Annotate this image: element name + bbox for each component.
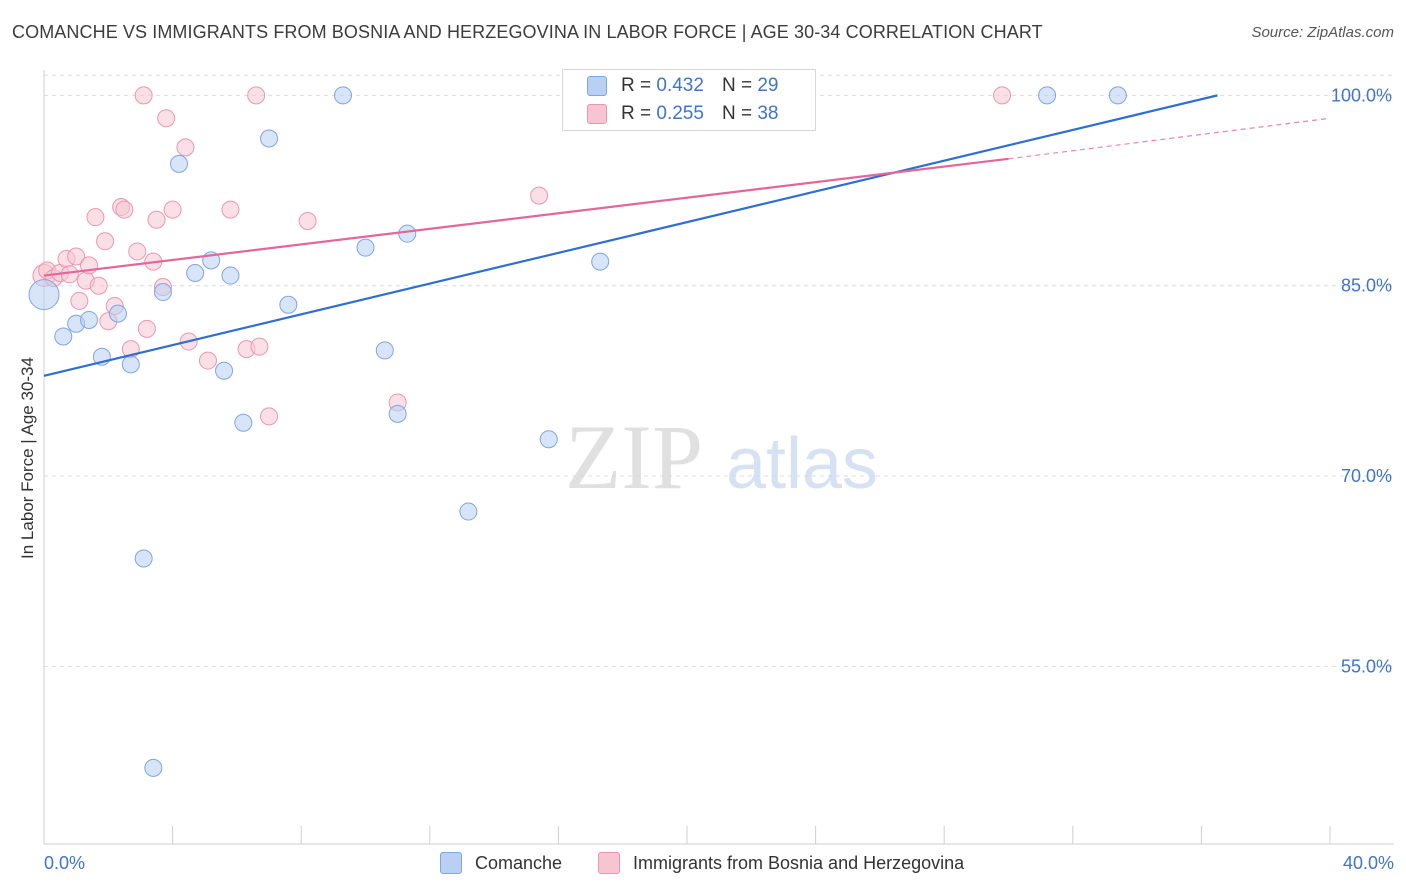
legend-item-comanche[interactable]: Comanche bbox=[440, 852, 562, 874]
bosnia-point bbox=[60, 265, 79, 284]
bosnia-point bbox=[86, 208, 105, 227]
trend-lines bbox=[43, 94, 1331, 377]
bosnia-point bbox=[134, 86, 153, 105]
legend-item-bosnia[interactable]: Immigrants from Bosnia and Herzegovina bbox=[598, 852, 964, 874]
bosnia-point bbox=[221, 200, 240, 219]
comanche-point bbox=[153, 283, 172, 302]
comanche-point bbox=[186, 264, 205, 283]
comanche-trend-line bbox=[43, 94, 1218, 377]
y-axis-label: In Labor Force | Age 30-34 bbox=[18, 357, 37, 559]
chart-title: COMANCHE VS IMMIGRANTS FROM BOSNIA AND H… bbox=[12, 22, 1043, 42]
comanche-point bbox=[221, 266, 240, 285]
bosnia-point bbox=[89, 276, 108, 295]
comanche-point bbox=[333, 86, 352, 105]
bosnia-point bbox=[67, 247, 86, 266]
comanche-point bbox=[234, 413, 253, 432]
bosnia-legend-swatch bbox=[598, 852, 620, 874]
comanche-point bbox=[459, 502, 478, 521]
legend-label-bosnia: Immigrants from Bosnia and Herzegovina bbox=[633, 852, 965, 873]
comanche-point bbox=[279, 295, 298, 314]
comanche-point bbox=[108, 304, 127, 323]
bosnia-trend-extension bbox=[1008, 117, 1331, 160]
stats-row-comanche: R = 0.432 N = 29 bbox=[587, 74, 778, 98]
y-tick-label: 70.0% bbox=[1341, 466, 1392, 486]
bosnia-point bbox=[70, 291, 89, 310]
comanche-point bbox=[398, 224, 417, 243]
bosnia-point bbox=[137, 319, 156, 338]
watermark: ZIP atlas bbox=[565, 406, 878, 508]
bosnia-point bbox=[128, 242, 147, 261]
comanche-point bbox=[1038, 86, 1057, 105]
stats-legend-box: R = 0.432 N = 29 R = 0.255 N = 38 bbox=[562, 69, 816, 131]
x-tick-label: 0.0% bbox=[44, 853, 85, 873]
bosnia-point bbox=[247, 86, 266, 105]
bosnia-point bbox=[115, 200, 134, 219]
gridlines bbox=[44, 74, 1394, 667]
bosnia-point bbox=[298, 211, 317, 230]
comanche-point bbox=[170, 154, 189, 173]
comanche-swatch bbox=[587, 76, 607, 96]
bosnia-trend-line bbox=[43, 157, 1009, 277]
y-tick-label: 55.0% bbox=[1341, 656, 1392, 676]
comanche-point bbox=[121, 355, 140, 374]
n-label: N = bbox=[721, 103, 753, 124]
comanche-point bbox=[591, 252, 610, 271]
watermark-zip: ZIP bbox=[565, 406, 703, 508]
legend-label-comanche: Comanche bbox=[475, 852, 563, 873]
stats-row-bosnia: R = 0.255 N = 38 bbox=[587, 102, 778, 126]
n-value: 38 bbox=[757, 103, 779, 124]
bosnia-swatch bbox=[587, 104, 607, 124]
comanche-point bbox=[1108, 86, 1127, 105]
x-tick-label: 40.0% bbox=[1343, 853, 1394, 873]
axes bbox=[43, 70, 1394, 845]
r-value: 0.432 bbox=[656, 75, 704, 96]
comanche-point bbox=[375, 341, 394, 360]
tick-labels: 55.0% 70.0% 85.0% 100.0% 0.0% 40.0% bbox=[44, 85, 1394, 873]
bosnia-point bbox=[96, 232, 115, 251]
watermark-atlas: atlas bbox=[726, 424, 878, 504]
bosnia-point bbox=[176, 138, 195, 157]
comanche-points bbox=[28, 86, 1127, 777]
chart-source: Source: ZipAtlas.com bbox=[1251, 24, 1394, 41]
bosnia-point bbox=[530, 186, 549, 205]
bosnia-point bbox=[993, 86, 1012, 105]
bosnia-point bbox=[157, 109, 176, 128]
r-label: R = bbox=[621, 75, 652, 96]
comanche-legend-swatch bbox=[440, 852, 462, 874]
bosnia-point bbox=[163, 200, 182, 219]
comanche-point bbox=[539, 430, 558, 449]
comanche-point bbox=[260, 129, 279, 148]
bosnia-point bbox=[260, 407, 279, 426]
comanche-point bbox=[80, 310, 99, 329]
chart-legend: Comanche Immigrants from Bosnia and Herz… bbox=[0, 850, 1406, 880]
bosnia-point bbox=[250, 337, 269, 356]
bosnia-points bbox=[32, 86, 1012, 426]
comanche-point bbox=[134, 549, 153, 568]
comanche-point bbox=[54, 327, 73, 346]
n-label: N = bbox=[721, 75, 753, 96]
comanche-point bbox=[144, 758, 163, 777]
n-value: 29 bbox=[757, 75, 779, 96]
y-tick-label: 100.0% bbox=[1331, 85, 1392, 105]
bosnia-point bbox=[198, 351, 217, 370]
r-label: R = bbox=[621, 103, 652, 124]
comanche-point bbox=[28, 279, 60, 311]
bosnia-point bbox=[147, 210, 166, 229]
comanche-point bbox=[356, 238, 375, 257]
r-value: 0.255 bbox=[656, 103, 704, 124]
y-tick-label: 85.0% bbox=[1341, 276, 1392, 296]
comanche-point bbox=[388, 404, 407, 423]
comanche-point bbox=[215, 361, 234, 380]
